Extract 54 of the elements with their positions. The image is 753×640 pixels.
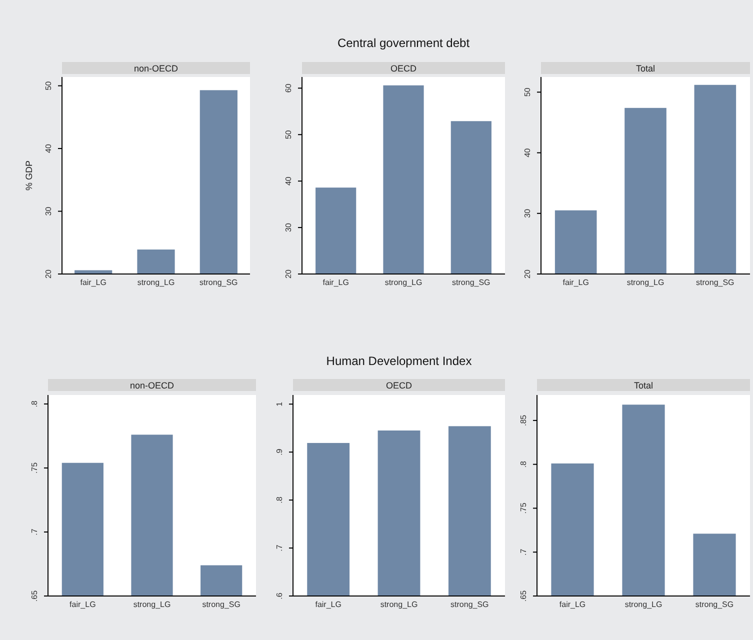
y-tick-label: .65 [30,590,39,602]
x-tick-label: strong_LG [380,600,418,609]
y-tick-label: 1 [275,401,284,406]
y-tick-label: 50 [44,80,53,90]
y-tick-label: .6 [275,592,284,600]
chart-subtitle: OECD [390,64,417,74]
y-tick-label: .9 [275,448,284,456]
x-tick-label: fair_LG [80,278,106,287]
x-tick-label: strong_LG [384,278,422,287]
y-tick-label: .7 [519,548,528,556]
chart-subtitle: OECD [386,380,412,390]
y-tick-label: 20 [44,269,53,278]
x-tick-label: strong_SG [452,278,490,287]
chart-subtitle: non-OECD [130,380,175,390]
x-tick-label: strong_LG [624,600,662,609]
y-tick-label: 30 [523,208,532,218]
x-tick-label: fair_LG [562,278,589,287]
x-tick-label: strong_SG [202,600,240,609]
x-tick-label: strong_SG [200,278,238,287]
chart-subtitle: Total [634,380,654,390]
y-tick-label: .75 [519,502,528,514]
x-tick-label: strong_SG [696,278,734,287]
y-tick-label: .7 [275,544,284,552]
y-tick-label: .8 [519,460,528,468]
y-tick-label: 40 [523,148,532,158]
x-tick-label: strong_SG [695,600,734,609]
y-tick-label: 20 [284,269,293,278]
y-tick-label: .8 [275,496,284,504]
chart-title: Central government debt [337,36,470,50]
chart-title: Human Development Index [326,354,472,368]
y-tick-label: 40 [44,144,53,153]
chart-subtitle: non-OECD [134,64,179,74]
y-tick-label: 60 [284,83,293,93]
x-tick-label: fair_LG [322,278,349,287]
y-tick-label: 40 [284,176,293,186]
x-tick-label: fair_LG [559,600,586,609]
y-tick-label: .7 [30,528,39,536]
y-tick-label: 30 [284,222,293,232]
x-tick-label: fair_LG [315,600,342,609]
y-tick-label: .65 [519,590,528,602]
y-axis-title: % GDP [24,160,34,191]
x-tick-label: fair_LG [70,600,96,609]
y-tick-label: 50 [523,87,532,97]
x-tick-label: strong_LG [133,600,171,609]
x-tick-label: strong_LG [626,278,664,287]
chart-subtitle: Total [636,64,656,74]
y-tick-label: .8 [30,400,39,408]
x-tick-label: strong_LG [137,278,175,287]
y-tick-label: 50 [284,130,293,140]
y-tick-label: 30 [44,206,53,216]
y-tick-label: 20 [523,269,532,278]
x-tick-label: strong_SG [450,600,489,609]
y-tick-label: .75 [30,462,39,474]
y-tick-label: .85 [519,414,528,426]
